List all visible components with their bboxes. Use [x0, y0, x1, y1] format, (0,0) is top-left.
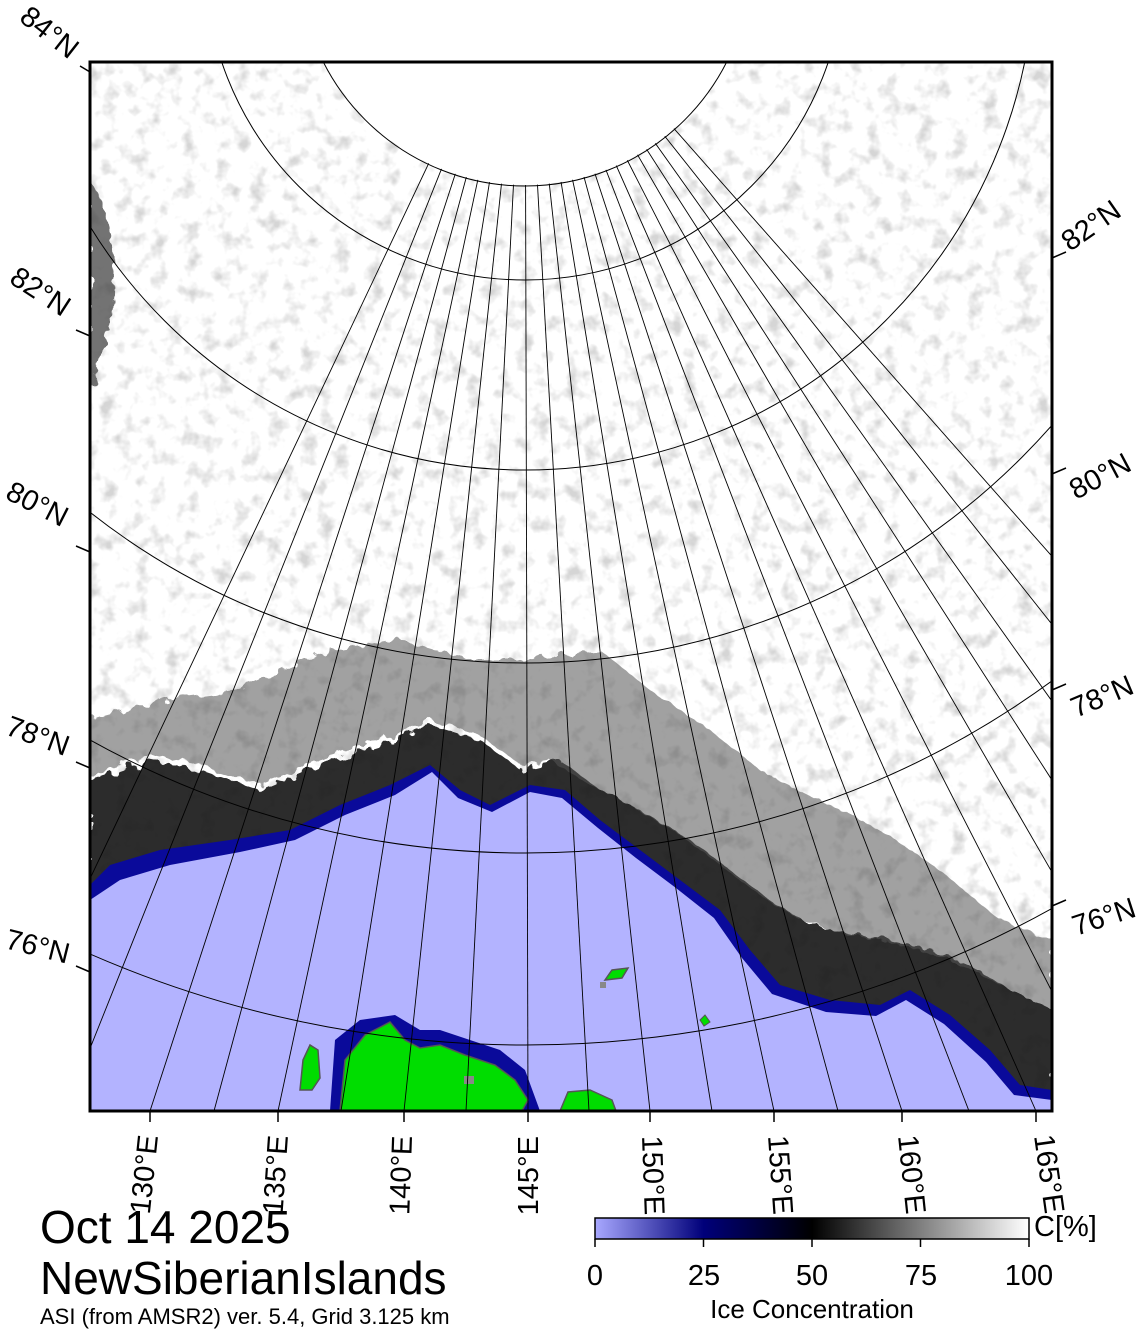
map-area [90, 62, 1052, 1111]
lon-label-145e: 145°E [513, 1136, 545, 1215]
source-caption: ASI (from AMSR2) ver. 5.4, Grid 3.125 km [40, 1304, 450, 1329]
colorbar-tick-0: 0 [586, 1260, 604, 1292]
lat-label-80n-right: 80°N [1064, 448, 1136, 507]
colorbar-tick-100: 100 [1004, 1260, 1054, 1292]
lon-label-135e: 135°E [258, 1134, 295, 1215]
latitude-grid [90, 62, 1052, 1046]
new-siberian-islands [299, 967, 711, 1111]
lat-label-78n-left: 78°N [2, 711, 74, 763]
henrietta-island [699, 1014, 711, 1027]
bennett-island [299, 1043, 321, 1091]
open-water [90, 772, 1052, 1111]
lon-label-140e: 140°E [384, 1135, 419, 1215]
lat-label-80n-left: 80°N [1, 476, 73, 534]
lat-label-82n-left: 82°N [4, 261, 76, 323]
date-title: Oct 14 2025 [40, 1201, 291, 1253]
lon-label-160e: 160°E [891, 1133, 931, 1215]
ice-edge-dark [90, 180, 114, 390]
colorbar-ticks [594, 1239, 1030, 1247]
lon-label-165e: 165°E [1027, 1133, 1070, 1216]
lat-label-84n: 84°N [14, 0, 85, 65]
map-frame [88, 60, 1054, 1113]
colorbar-tick-50: 50 [795, 1260, 829, 1292]
lon-label-150e: 150°E [635, 1135, 670, 1215]
lat-labels-right: 82°N 80°N 78°N 76°N [1056, 194, 1140, 942]
lat-label-82n-right: 82°N [1056, 194, 1127, 257]
frame-ticks [75, 65, 1067, 1122]
longitude-grid [90, 62, 1052, 1111]
lat-label-76n-left: 76°N [2, 924, 73, 971]
colorbar-tick-75: 75 [904, 1260, 938, 1292]
colorbar-unit: C[%] [1034, 1211, 1097, 1243]
lon-label-155e: 155°E [761, 1134, 798, 1215]
colorbar-title: Ice Concentration [710, 1294, 914, 1324]
region-title: NewSiberianIslands [40, 1252, 447, 1304]
colorbar-gradient [594, 1217, 1030, 1240]
colorbar [594, 1217, 1030, 1247]
polar-cap [324, 62, 726, 185]
lat-label-78n-right: 78°N [1066, 670, 1138, 725]
jeannette-island [603, 967, 630, 981]
lat-labels-left: 84°N 82°N 80°N 78°N 76°N [1, 0, 85, 970]
lat-label-76n-right: 76°N [1068, 892, 1140, 942]
colorbar-tick-25: 25 [687, 1260, 721, 1292]
ice-transition-band [90, 640, 1052, 1010]
